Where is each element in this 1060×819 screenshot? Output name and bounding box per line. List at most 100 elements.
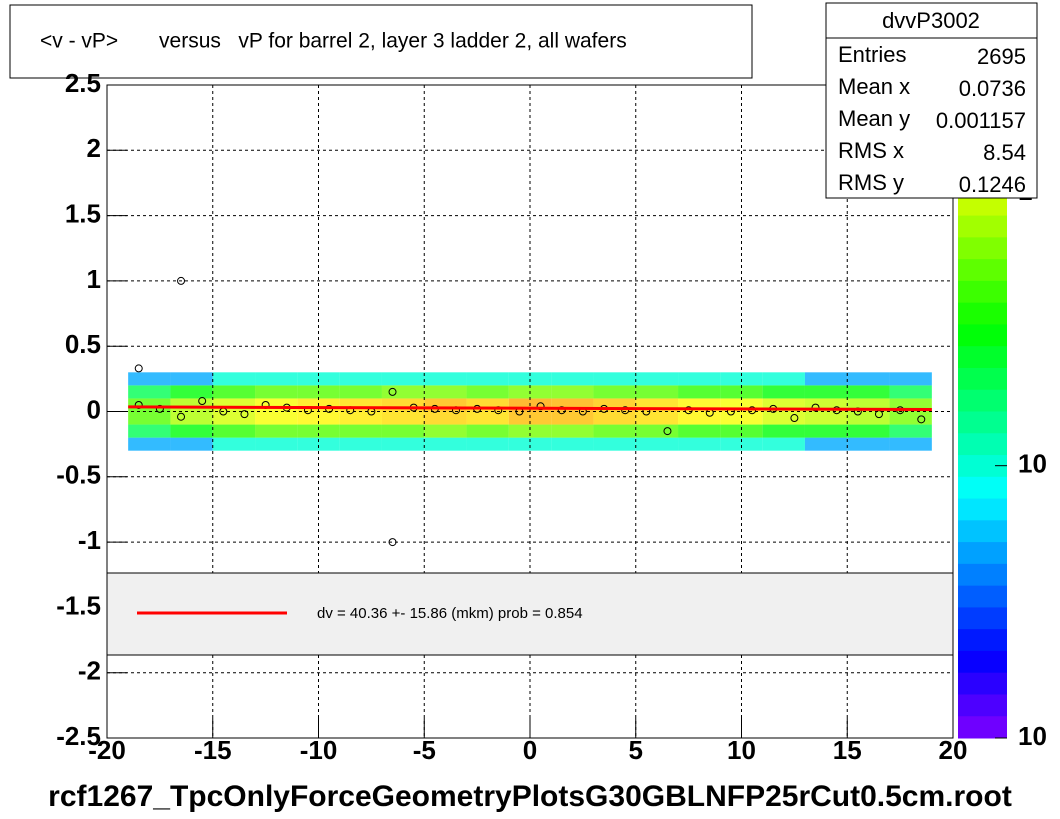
chart-title: <v - vP> versus vP for barrel 2, layer 3…	[40, 30, 627, 53]
profile-point	[917, 415, 926, 424]
heat-cell	[170, 411, 213, 425]
heat-cell	[847, 424, 890, 438]
colorbar-strip	[958, 433, 1007, 456]
colorbar-strip	[958, 324, 1007, 347]
heat-cell	[170, 398, 213, 412]
heat-cell	[170, 424, 213, 438]
y-tick-label: 1.5	[65, 198, 101, 228]
heat-cell	[255, 437, 298, 451]
heat-cell	[508, 372, 552, 386]
y-tick-label: -1	[78, 525, 101, 555]
y-tick-label: -2	[78, 656, 101, 686]
heat-cell	[678, 372, 721, 386]
heat-cell	[381, 411, 425, 425]
stats-title: dvvP3002	[882, 8, 980, 33]
heat-cell	[551, 424, 594, 438]
heat-cell	[466, 437, 509, 451]
x-tick-label: 15	[833, 735, 862, 765]
heat-cell	[762, 424, 805, 438]
colorbar-strip	[958, 650, 1007, 674]
profile-point	[388, 538, 397, 547]
heat-cell	[593, 372, 636, 386]
colorbar-strip	[958, 607, 1007, 630]
colorbar-strip	[958, 629, 1007, 652]
heat-cell	[889, 372, 932, 386]
heat-cell	[212, 424, 256, 438]
heat-cell	[381, 437, 425, 451]
colorbar-strip	[958, 215, 1007, 238]
heat-cell	[297, 437, 340, 451]
heat-cell	[128, 411, 171, 425]
heat-cell	[128, 385, 171, 399]
heat-cell	[847, 411, 890, 425]
x-tick-label: -5	[413, 735, 436, 765]
heat-cell	[297, 424, 340, 438]
colorbar-strip	[958, 542, 1007, 565]
heat-cell	[255, 424, 298, 438]
y-tick-label: 2	[87, 133, 101, 163]
x-tick-label: -15	[194, 735, 232, 765]
heat-cell	[339, 411, 382, 425]
heat-cell	[593, 385, 636, 399]
heat-cell	[255, 385, 298, 399]
heat-cell	[804, 424, 848, 438]
heat-cell	[762, 411, 805, 425]
colorbar-strip	[958, 585, 1007, 608]
colorbar-strip	[958, 672, 1007, 695]
heat-cell	[466, 411, 509, 425]
heat-cell	[889, 424, 932, 438]
profile-point	[177, 276, 186, 285]
colorbar-strip	[958, 694, 1007, 717]
colorbar-strip	[958, 367, 1007, 391]
heat-cell	[635, 424, 679, 438]
heat-cell	[889, 411, 932, 425]
heat-cell	[128, 398, 171, 412]
x-tick-label: 5	[629, 735, 643, 765]
heat-cell	[847, 385, 890, 399]
z-tick-label: 10	[1018, 721, 1047, 751]
heat-cell	[255, 372, 298, 386]
y-tick-label: 0	[87, 394, 101, 424]
heat-cell	[339, 437, 382, 451]
heat-cell	[804, 411, 848, 425]
colorbar-strip	[958, 259, 1007, 282]
colorbar-strip	[958, 716, 1007, 739]
fit-line	[128, 405, 932, 412]
stats-label: Mean y	[838, 106, 910, 131]
heat-cell	[466, 372, 509, 386]
heat-cell	[847, 437, 890, 451]
heat-cell	[424, 411, 467, 425]
heat-cell	[212, 398, 256, 412]
x-tick-label: -20	[88, 735, 126, 765]
profile-point	[621, 406, 630, 415]
heat-cell	[424, 385, 467, 399]
heat-cell	[720, 424, 763, 438]
heat-cell	[678, 385, 721, 399]
heat-cell	[508, 437, 552, 451]
heat-cell	[720, 437, 763, 451]
profile-point	[811, 403, 820, 412]
legend-text: dv = 40.36 +- 15.86 (mkm) prob = 0.854	[317, 605, 583, 622]
heat-cell	[212, 385, 256, 399]
heat-cell	[635, 372, 679, 386]
heat-cell	[128, 372, 171, 386]
colorbar-strip	[958, 476, 1007, 500]
heat-cell	[635, 385, 679, 399]
heat-cell	[678, 437, 721, 451]
stats-label: Entries	[838, 42, 906, 67]
heat-cell	[339, 398, 382, 412]
y-tick-label: -1.5	[56, 590, 101, 620]
y-tick-label: 2.5	[65, 68, 101, 98]
heat-cell	[170, 372, 213, 386]
y-tick-label: -2.5	[56, 721, 101, 751]
colorbar-strip	[958, 389, 1007, 412]
stats-value: 0.1246	[959, 172, 1026, 197]
colorbar-strip	[958, 302, 1007, 325]
profile-point	[240, 410, 249, 419]
heat-cell	[678, 411, 721, 425]
heat-cell	[212, 411, 256, 425]
profile-point	[663, 427, 672, 436]
heat-cell	[551, 437, 594, 451]
heat-cell	[212, 372, 256, 386]
